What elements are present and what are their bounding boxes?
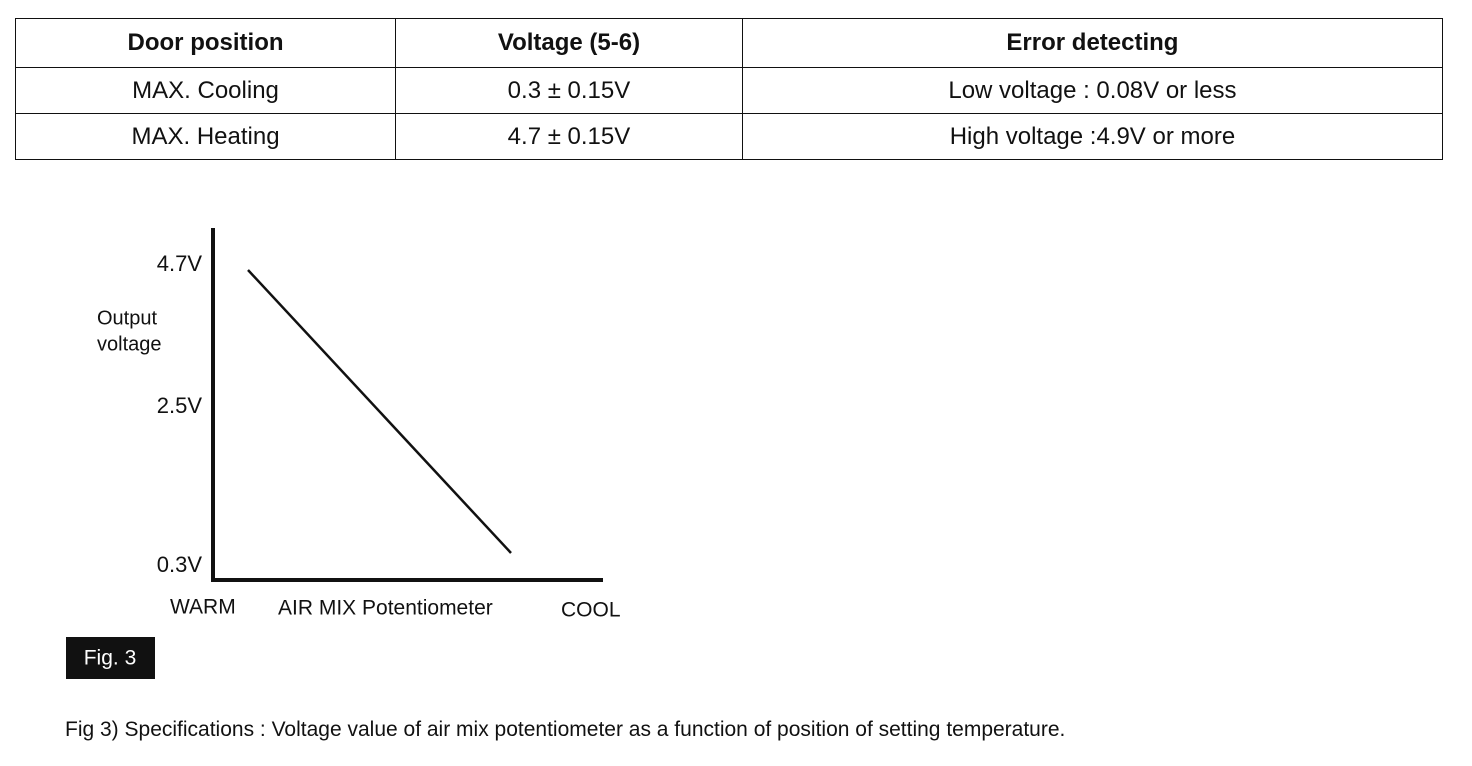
caption: Fig 3) Specifications : Voltage value of… <box>65 718 1066 741</box>
x-label: COOL <box>561 599 621 622</box>
header-row: Door position Voltage (5-6) Error detect… <box>14 18 1444 68</box>
cell: High voltage :4.9V or more <box>741 113 1444 160</box>
x-label: AIR MIX Potentiometer <box>278 597 493 620</box>
badge-box <box>66 637 155 679</box>
cell: MAX. Heating <box>14 113 397 160</box>
badge: Fig. 3 <box>84 647 137 670</box>
y-label: Output <box>97 307 157 329</box>
cell: Low voltage : 0.08V or less <box>741 67 1444 114</box>
row: MAX. Heating 4.7 ± 0.15V High voltage :4… <box>14 113 1444 160</box>
voltage-line <box>247 269 512 554</box>
y-tick-label: 2.5V <box>157 393 203 418</box>
y-label: voltage <box>97 333 162 355</box>
x-label: WARM <box>170 596 236 619</box>
spec-table: Door position Voltage (5-6) Error detect… <box>14 18 1444 160</box>
cell: 4.7 ± 0.15V <box>395 113 743 160</box>
header-cell: Voltage (5-6) <box>395 18 743 68</box>
y-tick-label: 4.7V <box>157 251 203 276</box>
figure: 4.7V 2.5V 0.3V Output voltage WARM AIR M… <box>66 228 621 679</box>
header-cell: Error detecting <box>741 18 1444 68</box>
y-tick-label: 0.3V <box>157 552 203 577</box>
header-cell: Door position <box>14 18 397 68</box>
